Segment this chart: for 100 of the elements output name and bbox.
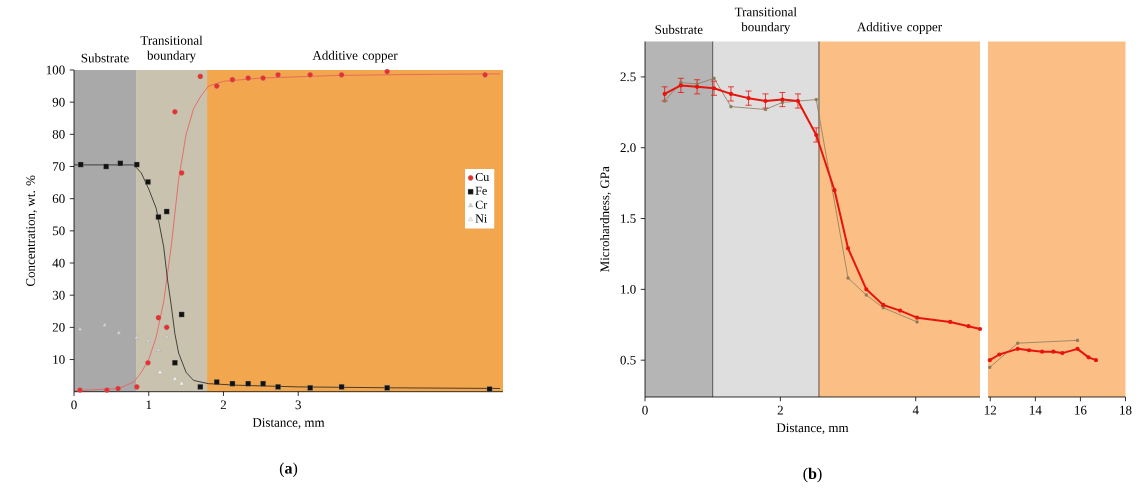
point [1076, 338, 1079, 342]
point [214, 379, 220, 385]
point [845, 246, 851, 251]
x-tick-label: 3 [295, 400, 301, 410]
point [977, 326, 983, 332]
point [214, 83, 220, 89]
text: (a) [279, 462, 298, 477]
point [115, 385, 121, 392]
point [1060, 350, 1065, 356]
point [77, 326, 83, 331]
x-axis-title: Distance, mm [252, 418, 325, 429]
point [245, 380, 251, 387]
point [846, 276, 850, 280]
point [164, 334, 170, 339]
y-tick-label: 10 [53, 355, 65, 364]
point [145, 360, 151, 366]
point [307, 385, 313, 391]
y-tick-label: 60 [52, 194, 65, 204]
point [486, 386, 493, 392]
point [482, 72, 488, 78]
point [178, 170, 185, 176]
point [117, 160, 124, 167]
point [172, 376, 178, 381]
point [1093, 358, 1099, 363]
band-label: Substrate [81, 53, 129, 63]
legend-label: Fe [475, 186, 487, 195]
point [914, 315, 920, 320]
point [832, 188, 837, 193]
y-tick-label: 100 [46, 65, 65, 75]
y-tick-label: 90 [52, 97, 65, 107]
x-tick-label: 14 [1029, 405, 1042, 415]
point [275, 384, 281, 390]
point [172, 360, 178, 366]
y-tick-label: 0.5 [620, 355, 636, 365]
point [229, 380, 236, 387]
point [881, 302, 886, 308]
x-tick-label: 2 [777, 405, 783, 415]
y-tick-label: 50 [52, 226, 65, 236]
point [179, 380, 185, 386]
point [384, 68, 390, 75]
y-tick-label: 1.5 [621, 214, 636, 223]
point [134, 334, 140, 340]
point [163, 208, 170, 215]
x-tick-label: 1 [146, 400, 152, 410]
point [1040, 349, 1045, 354]
x-tick-label: 0 [71, 400, 77, 410]
band-label: Substrate [655, 24, 703, 34]
x-tick-label: 2 [220, 400, 227, 410]
band-label: Transitional boundary [734, 7, 797, 34]
legend-label: Ni [475, 214, 487, 223]
point [1015, 346, 1020, 351]
point [245, 75, 251, 81]
point [338, 384, 345, 390]
point [729, 105, 733, 109]
y-tick-label: 2.0 [620, 143, 636, 153]
point [104, 387, 110, 393]
point [864, 293, 868, 297]
y-axis-title: Microhardness, GPa [600, 166, 612, 272]
line-series [73, 73, 501, 392]
y-tick-label: 1.0 [621, 284, 636, 294]
point [145, 179, 151, 185]
point [763, 98, 768, 104]
y-axis-title: Concentration, wt. % [26, 175, 37, 287]
y-tick-label: 40 [52, 258, 65, 268]
point [864, 287, 869, 292]
point [1016, 341, 1020, 345]
point [145, 338, 151, 343]
point [163, 324, 170, 331]
point [712, 76, 716, 80]
point [156, 347, 161, 352]
point [746, 96, 751, 101]
band-label: Additive copper [312, 50, 398, 63]
point [1051, 349, 1056, 354]
point [338, 72, 345, 78]
point [728, 91, 734, 96]
point [103, 163, 109, 170]
point [384, 385, 390, 391]
y-tick-label: 20 [52, 322, 65, 332]
point [966, 324, 971, 329]
point [116, 330, 122, 335]
point [134, 161, 140, 168]
point [155, 214, 162, 220]
point [987, 358, 992, 363]
text: (b) [803, 467, 822, 483]
point [134, 384, 140, 390]
point [898, 308, 903, 313]
x-axis-title: Distance, mm [776, 423, 849, 435]
point [795, 98, 801, 104]
point [1026, 348, 1032, 353]
point [197, 73, 204, 80]
point [77, 387, 83, 393]
point [275, 72, 281, 78]
point [915, 320, 919, 324]
band-label: Transitional boundary [140, 35, 203, 63]
point [229, 76, 236, 83]
point [814, 98, 818, 102]
point [260, 380, 266, 387]
legend-label: Cr [475, 200, 488, 209]
x-tick-label: 0 [642, 405, 648, 415]
point [662, 91, 667, 96]
